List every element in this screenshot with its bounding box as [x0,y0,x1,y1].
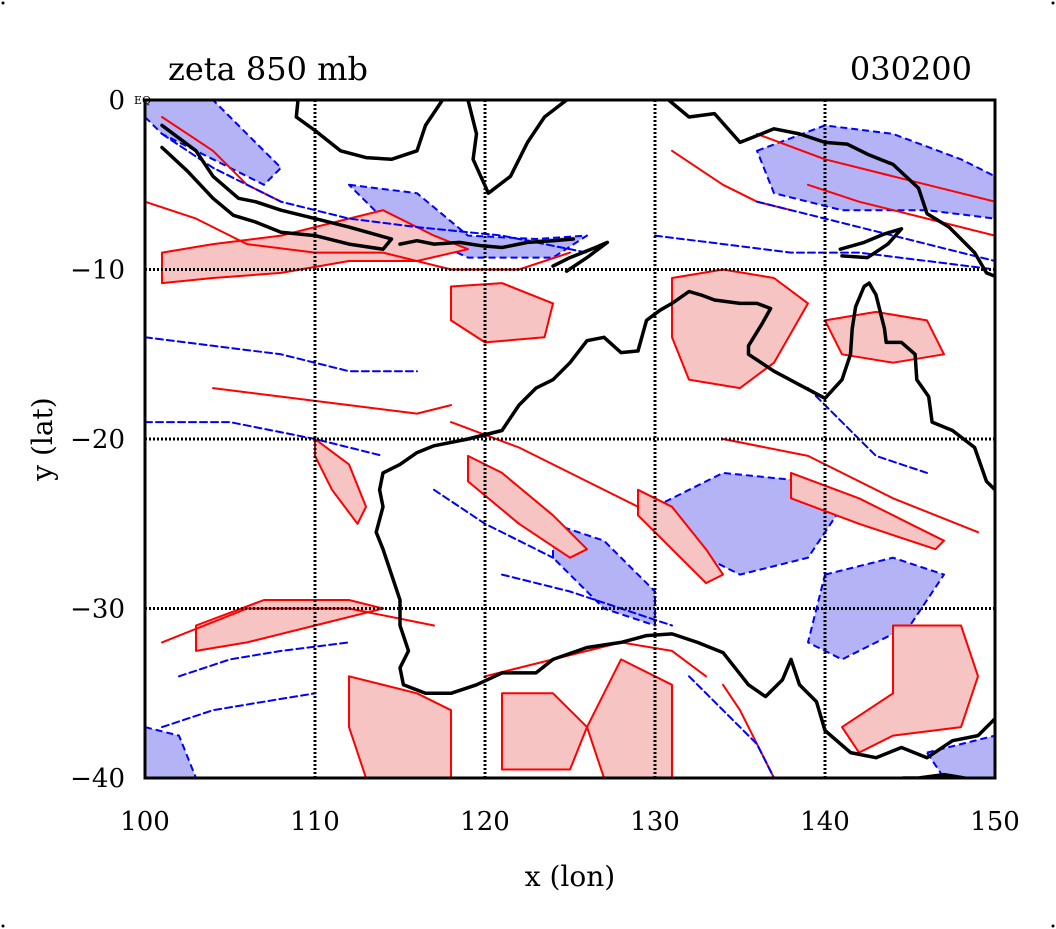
x-tick-label: 100 [120,807,170,837]
positive-contour-line [722,438,979,534]
negative-contour-line [161,132,588,254]
positive-vorticity-region [790,471,945,551]
positive-contour-line [212,387,452,415]
positive-contour-line [145,200,571,271]
negative-contour-line [178,641,350,678]
negative-contour-line [756,200,995,262]
negative-vorticity-region [145,726,197,778]
coastline [374,335,995,760]
negative-vorticity-region [926,734,995,778]
grid-layer [145,100,995,778]
positive-vorticity-region [348,675,452,778]
negative-contour-line [501,573,673,627]
positive-vorticity-region [314,438,367,525]
negative-contour-line [161,692,316,729]
x-axis-label: x (lon) [525,860,615,893]
y-tick-layer: 0 −10 −20 −30 −40 [70,86,125,794]
negative-vorticity-region [807,556,945,661]
coastline-layer [160,100,995,778]
positive-vorticity-region [501,692,588,771]
chart-subtitle: 030200 [850,50,972,88]
positive-vorticity-region [671,268,809,390]
y-tick-label: −30 [70,595,125,625]
coastline [294,100,445,162]
negative-contour-line [145,336,418,373]
x-tick-layer: 100 110 120 130 140 150 [120,807,1020,837]
positive-contour-line [807,183,995,237]
positive-vorticity-region [467,454,588,559]
x-tick-label: 150 [970,807,1020,837]
positive-contour-line [756,132,995,203]
corner-dot-top-right [1051,1,1055,5]
negative-contour-line [145,421,384,457]
positive-vorticity-region [586,658,673,778]
contour-line-layer [145,116,995,778]
positive-vorticity-region [450,282,554,344]
y-tick-label: 0 [108,86,125,116]
x-tick-label: 130 [630,807,680,837]
coastline [838,227,904,260]
corner-dot-top-left [1,1,5,5]
x-tick-label: 140 [800,807,850,837]
chart-title: zeta 850 mb [168,50,368,88]
coastline [398,237,576,250]
positive-fill-layer [161,209,979,778]
coastline [666,100,995,279]
y-tick-label: −40 [70,764,125,794]
positive-contour-line [161,116,282,203]
coastline [636,281,995,492]
y-tick-label: −20 [70,425,125,455]
coastline [160,123,394,251]
x-tick-label: 120 [460,807,510,837]
positive-vorticity-region [161,209,469,285]
plot-frame [143,98,997,780]
negative-vorticity-region [145,100,282,186]
positive-vorticity-region [637,488,724,585]
corner-dot-bottom-left [1,924,5,928]
x-tick-label: 110 [290,807,340,837]
corner-label: EQ [134,94,151,107]
y-axis-label: y (lat) [26,397,59,481]
positive-vorticity-region [195,599,384,652]
y-tick-label: −10 [70,256,125,286]
corner-dot-bottom-right [1051,924,1055,928]
coastline [551,240,610,273]
positive-vorticity-region [841,624,979,754]
negative-contour-line [688,675,775,778]
negative-contour-line [433,488,554,559]
coastline [901,772,967,778]
coastline [466,100,569,195]
